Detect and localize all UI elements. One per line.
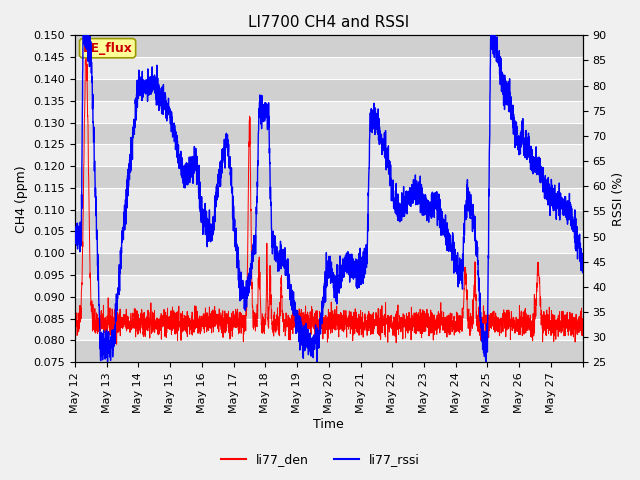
Bar [75,210,582,231]
Bar [75,36,582,57]
Bar [75,275,582,297]
Bar [75,166,582,188]
Legend: li77_den, li77_rssi: li77_den, li77_rssi [216,448,424,471]
Bar [75,253,582,275]
Text: EE_flux: EE_flux [83,42,132,55]
Bar [75,188,582,210]
X-axis label: Time: Time [314,419,344,432]
Bar [75,57,582,79]
Bar [75,101,582,122]
Y-axis label: RSSI (%): RSSI (%) [612,172,625,226]
Bar [75,319,582,340]
Title: LI7700 CH4 and RSSI: LI7700 CH4 and RSSI [248,15,410,30]
Bar [75,297,582,319]
Bar [75,340,582,362]
Bar [75,79,582,101]
Bar [75,231,582,253]
Bar [75,144,582,166]
Y-axis label: CH4 (ppm): CH4 (ppm) [15,165,28,233]
Bar [75,122,582,144]
